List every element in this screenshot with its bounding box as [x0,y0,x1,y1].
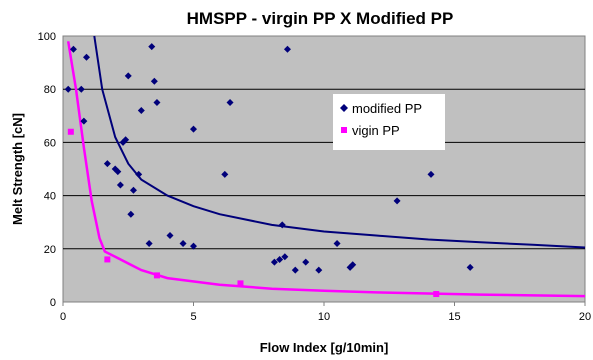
trendlines [66,35,586,298]
data-point-modified-pp [80,117,88,125]
data-point-modified-pp [148,43,156,51]
data-point-modified-pp [116,181,124,189]
data-point-vigin-pp [67,128,74,135]
trendline-series-1 [66,41,586,298]
data-point-modified-pp [122,136,130,144]
data-point-modified-pp [129,186,137,194]
data-point-modified-pp [333,239,341,247]
y-axis-label: Melt Strength [cN] [10,113,25,225]
data-point-modified-pp [281,253,289,261]
data-point-modified-pp [315,266,323,274]
legend-label-vigin-pp: vigin PP [352,123,400,138]
data-point-modified-pp [114,168,122,176]
y-tick-label: 80 [44,84,56,96]
data-point-modified-pp [276,255,284,263]
data-point-modified-pp [393,197,401,205]
y-tick-label: 100 [38,31,56,43]
y-tick-label: 60 [44,137,56,149]
y-tick-label: 20 [44,244,56,256]
data-point-modified-pp [466,263,474,271]
data-point-modified-pp [166,232,174,239]
data-point-modified-pp [179,239,187,247]
y-tick-label: 0 [50,297,56,309]
data-point-modified-pp [103,160,111,168]
data-point-modified-pp [145,239,153,247]
data-point-modified-pp [150,77,158,85]
data-point-vigin-pp [237,280,244,287]
data-point-vigin-pp [153,272,160,279]
legend-marker-modified-pp [340,104,348,112]
data-point-modified-pp [226,99,234,106]
data-point-modified-pp [153,99,161,106]
data-point-modified-pp [190,242,197,250]
x-tick-label: 20 [579,311,591,323]
legend-label-modified-pp: modified PP [352,101,422,116]
x-tick-label: 5 [190,311,196,323]
legend-marker-vigin-pp [341,127,347,133]
data-point-modified-pp [221,170,229,178]
chart-title: HMSPP - virgin PP X Modified PP [187,9,454,28]
data-point-modified-pp [137,106,145,114]
trendline-series-0 [93,35,586,249]
data-point-modified-pp [349,261,357,269]
data-point-modified-pp [77,85,85,93]
data-point-modified-pp [82,53,90,61]
data-point-vigin-pp [104,256,111,263]
legend: modified PP vigin PP [333,94,445,150]
plot-area [62,35,586,303]
data-points [64,43,474,298]
x-axis-ticks: 0 5 10 15 20 [60,302,591,323]
data-point-modified-pp [427,170,435,178]
x-axis-label: Flow Index [g/10min] [260,340,389,355]
data-point-modified-pp [64,85,72,93]
data-point-modified-pp [302,258,310,266]
y-axis-ticks: 0 20 40 60 80 100 [38,31,56,309]
data-point-modified-pp [291,266,299,274]
legend-box [333,94,445,150]
gridlines [63,88,585,250]
data-point-modified-pp [278,221,286,229]
data-point-modified-pp [190,125,197,133]
data-point-modified-pp [69,45,77,53]
y-tick-label: 40 [44,191,56,203]
x-tick-label: 10 [318,311,330,323]
data-point-modified-pp [127,210,135,218]
data-point-vigin-pp [433,291,440,298]
data-point-modified-pp [283,45,291,53]
data-point-modified-pp [270,258,278,266]
data-point-modified-pp [124,72,132,80]
x-tick-label: 15 [448,311,460,323]
data-point-modified-pp [135,170,143,178]
x-tick-label: 0 [60,311,66,323]
